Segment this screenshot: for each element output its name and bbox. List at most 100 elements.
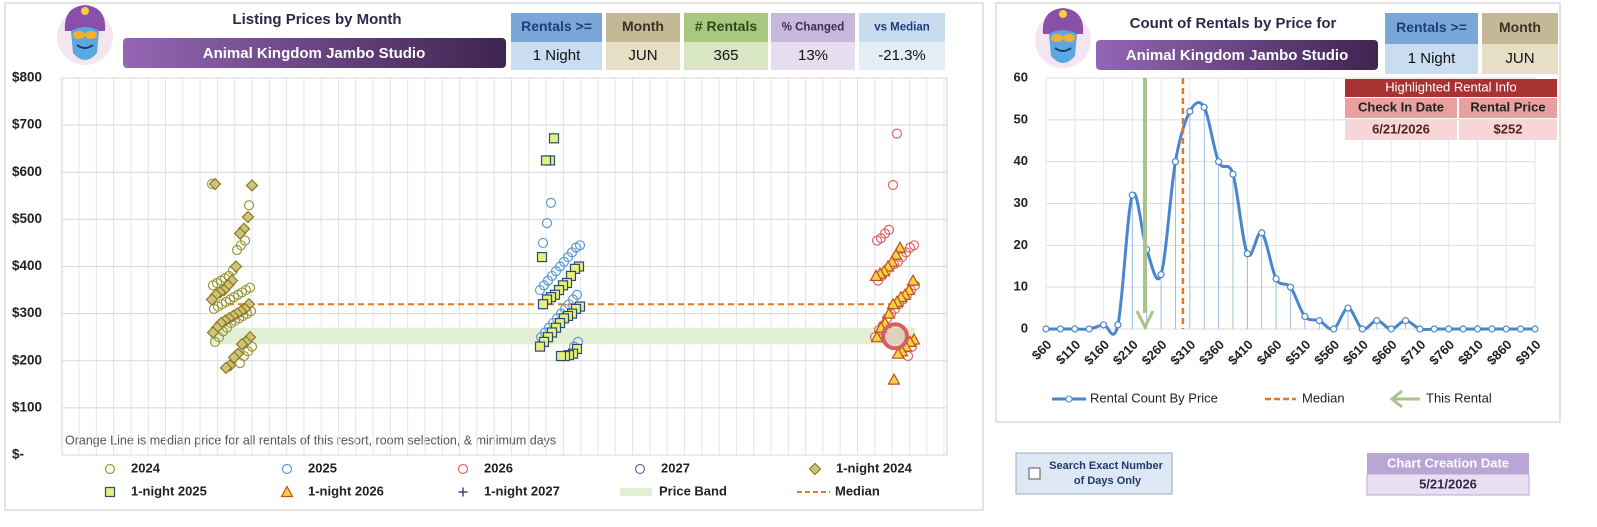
- y-tick-label: 50: [1014, 111, 1028, 126]
- point: [1387, 325, 1395, 333]
- box-value: JUN: [1505, 50, 1534, 67]
- legend-swatch: [620, 488, 652, 496]
- legend-label: 1-night 2026: [308, 483, 384, 498]
- y-tick-label: $800: [12, 70, 42, 85]
- legend-marker: [104, 463, 116, 475]
- banner-text: Animal Kingdom Jambo Studio: [203, 45, 426, 62]
- point: [245, 179, 259, 192]
- legend-marker: [634, 463, 646, 475]
- box-value-cell: [606, 42, 680, 70]
- box-value-cell: [511, 42, 602, 70]
- point: [1301, 312, 1309, 321]
- point: [241, 210, 255, 224]
- info-value-cell: [1459, 119, 1557, 140]
- point: [555, 350, 567, 362]
- banner: [1096, 40, 1378, 70]
- checkbox[interactable]: [1028, 467, 1041, 480]
- legend-label: 2024: [131, 460, 161, 475]
- box-value-cell: [859, 42, 945, 70]
- point: [536, 251, 548, 263]
- date-value: 5/21/2026: [1419, 476, 1477, 491]
- y-tick-label: 60: [1014, 69, 1028, 84]
- point: [206, 326, 220, 339]
- point: [891, 346, 905, 359]
- box-header: [684, 13, 768, 42]
- box-header: [859, 13, 945, 42]
- point: [1330, 325, 1338, 333]
- legend-label: Rental Count By Price: [1090, 390, 1218, 405]
- legend-label: 2027: [661, 460, 690, 475]
- point: [1085, 325, 1093, 333]
- point: [870, 330, 884, 343]
- y-tick-label: 40: [1014, 153, 1028, 168]
- point: [1258, 229, 1266, 237]
- point: [886, 297, 900, 310]
- point: [548, 133, 560, 144]
- legend-swatch: [1065, 395, 1073, 403]
- point: [234, 358, 246, 369]
- banner: [123, 38, 506, 68]
- point: [1056, 325, 1064, 333]
- box-header: [1482, 13, 1558, 44]
- point: [893, 240, 907, 253]
- point: [1200, 103, 1208, 111]
- rental-arrowhead: [1135, 310, 1155, 331]
- y-tick-label: 30: [1014, 195, 1028, 210]
- legend-label: 1-night 2025: [131, 483, 207, 498]
- point: [1373, 317, 1381, 325]
- box-value-cell: [1385, 44, 1478, 74]
- legend-label: 1-night 2027: [484, 483, 560, 498]
- point: [208, 303, 220, 315]
- legend-swatch: [1389, 389, 1420, 409]
- checkbox-panel[interactable]: [1015, 452, 1173, 495]
- legend-marker: [808, 462, 822, 476]
- banner-text: Animal Kingdom Jambo Studio: [1126, 47, 1349, 64]
- point: [889, 247, 903, 260]
- point: [882, 306, 896, 319]
- box-label: % Changed: [782, 22, 845, 34]
- point: [1344, 304, 1352, 312]
- point: [1473, 325, 1482, 333]
- highlight-ring: [881, 322, 909, 351]
- point: [869, 269, 883, 282]
- point: [1286, 283, 1295, 291]
- box-value: 1 Night: [1408, 50, 1456, 67]
- point: [207, 280, 219, 291]
- point: [534, 341, 546, 352]
- legend-label: Median: [835, 483, 880, 498]
- y-tick-label: $400: [12, 258, 42, 273]
- point: [887, 179, 899, 191]
- y-tick-label: $600: [12, 164, 42, 179]
- info-value: $252: [1494, 121, 1523, 136]
- point: [227, 351, 241, 364]
- y-tick-label: $100: [12, 399, 42, 414]
- info-header-cell: [1345, 98, 1457, 118]
- point: [1157, 271, 1165, 279]
- point: [1243, 250, 1251, 258]
- point: [540, 155, 552, 166]
- point: [1128, 191, 1136, 199]
- info-title-cell: [1345, 79, 1557, 97]
- legend-label: This Rental: [1426, 390, 1492, 405]
- point: [541, 218, 553, 229]
- box-value: JUN: [628, 47, 657, 64]
- point: [1171, 158, 1180, 166]
- point: [1517, 325, 1525, 333]
- point: [1416, 325, 1424, 333]
- box-value-cell: [1482, 44, 1558, 74]
- checkbox-label[interactable]: Search Exact Number of Days Only: [1049, 460, 1163, 487]
- box-header: [1385, 13, 1478, 44]
- box-value: 1 Night: [533, 47, 581, 64]
- legend-label: 2026: [484, 460, 513, 475]
- point: [1071, 325, 1079, 333]
- box-label: Month: [622, 18, 664, 34]
- point: [891, 128, 903, 139]
- point: [208, 177, 222, 191]
- point: [1042, 325, 1050, 333]
- date-header: [1367, 453, 1529, 474]
- point: [1229, 170, 1237, 178]
- point: [219, 361, 233, 375]
- box-header: [606, 13, 680, 42]
- y-tick-label: $300: [12, 305, 42, 320]
